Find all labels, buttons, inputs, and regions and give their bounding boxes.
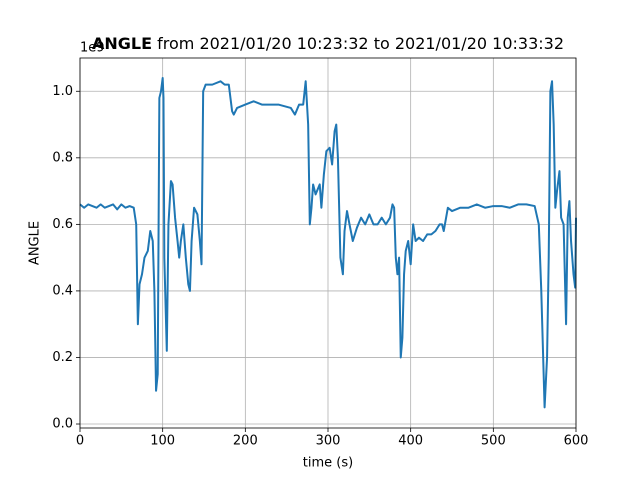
title-rest: from 2021/01/20 10:23:32 to 2021/01/20 1…: [152, 34, 564, 53]
x-tick-label: 200: [233, 434, 258, 449]
title-bold: ANGLE: [92, 34, 152, 53]
y-tick-label: 0.2: [52, 350, 73, 365]
x-tick-label: 300: [316, 434, 341, 449]
grid: [79, 58, 577, 428]
y-tick-label: 1.0: [52, 84, 73, 99]
x-tick-label: 100: [150, 434, 175, 449]
x-tick-label: 400: [398, 434, 423, 449]
y-tick-label: 0.6: [52, 217, 73, 232]
y-tick-label: 0.0: [52, 417, 73, 432]
x-tick-label: 600: [564, 434, 589, 449]
chart-title: ANGLE from 2021/01/20 10:23:32 to 2021/0…: [92, 34, 564, 53]
y-tick-label: 0.4: [52, 283, 73, 298]
x-tick-label: 0: [76, 434, 84, 449]
x-tick-label: 500: [481, 434, 506, 449]
x-axis-label: time (s): [303, 456, 353, 471]
offset-text: 1e9: [80, 41, 105, 56]
plot-area: [79, 76, 577, 409]
y-tick-label: 0.8: [52, 150, 73, 165]
data-line: [79, 76, 577, 409]
y-axis-label: ANGLE: [28, 221, 43, 265]
